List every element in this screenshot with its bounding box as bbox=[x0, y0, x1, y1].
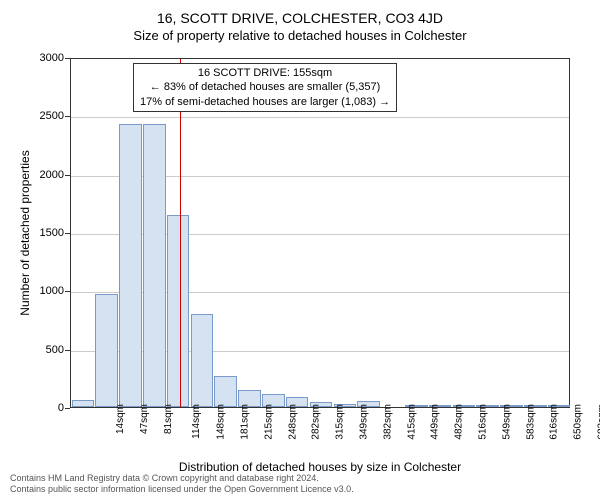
y-tick-label: 2000 bbox=[40, 169, 64, 181]
page-subtitle: Size of property relative to detached ho… bbox=[0, 26, 600, 43]
footer-line-2: Contains public sector information licen… bbox=[10, 484, 354, 496]
plot-area: 16 SCOTT DRIVE: 155sqm← 83% of detached … bbox=[70, 58, 570, 408]
x-tick-label: 282sqm bbox=[311, 404, 322, 440]
page-title: 16, SCOTT DRIVE, COLCHESTER, CO3 4JD bbox=[0, 0, 600, 26]
x-tick-label: 14sqm bbox=[115, 404, 126, 434]
y-tick-label: 0 bbox=[58, 402, 64, 414]
annotation-line: 16 SCOTT DRIVE: 155sqm bbox=[140, 66, 390, 80]
histogram-bar bbox=[95, 294, 118, 407]
x-tick-label: 181sqm bbox=[240, 404, 251, 440]
x-tick-label: 349sqm bbox=[359, 404, 370, 440]
x-tick-label: 315sqm bbox=[335, 404, 346, 440]
histogram-bar bbox=[119, 124, 142, 408]
x-tick-label: 382sqm bbox=[382, 404, 393, 440]
x-tick-label: 148sqm bbox=[216, 404, 227, 440]
histogram-bar bbox=[191, 314, 214, 407]
x-tick-label: 215sqm bbox=[263, 404, 274, 440]
x-tick-label: 114sqm bbox=[191, 404, 202, 439]
x-tick-label: 81sqm bbox=[163, 404, 174, 434]
histogram-chart: 16 SCOTT DRIVE: 155sqm← 83% of detached … bbox=[70, 58, 570, 408]
x-tick-label: 616sqm bbox=[549, 404, 560, 440]
x-tick-label: 415sqm bbox=[406, 404, 417, 440]
annotation-box: 16 SCOTT DRIVE: 155sqm← 83% of detached … bbox=[133, 63, 397, 112]
histogram-bar bbox=[214, 376, 237, 408]
histogram-bar bbox=[167, 215, 190, 408]
y-tick-label: 1500 bbox=[40, 227, 64, 239]
x-tick-label: 248sqm bbox=[287, 404, 298, 440]
histogram-bar bbox=[143, 124, 166, 408]
x-tick-label: 516sqm bbox=[478, 404, 489, 440]
x-tick-label: 583sqm bbox=[525, 404, 536, 440]
annotation-line: 17% of semi-detached houses are larger (… bbox=[140, 95, 390, 109]
y-tick-label: 3000 bbox=[40, 52, 64, 64]
x-tick-label: 47sqm bbox=[139, 404, 150, 434]
x-tick-label: 549sqm bbox=[501, 404, 512, 440]
x-tick-label: 482sqm bbox=[454, 404, 465, 440]
annotation-line: ← 83% of detached houses are smaller (5,… bbox=[140, 80, 390, 94]
footer-line-1: Contains HM Land Registry data © Crown c… bbox=[10, 473, 354, 485]
x-tick-label: 650sqm bbox=[573, 404, 584, 440]
y-tick-label: 2500 bbox=[40, 110, 64, 122]
y-tick-label: 1000 bbox=[40, 285, 64, 297]
histogram-bar bbox=[72, 400, 95, 407]
footer-attribution: Contains HM Land Registry data © Crown c… bbox=[10, 473, 354, 496]
y-tick-label: 500 bbox=[46, 344, 64, 356]
x-tick-label: 449sqm bbox=[430, 404, 441, 440]
